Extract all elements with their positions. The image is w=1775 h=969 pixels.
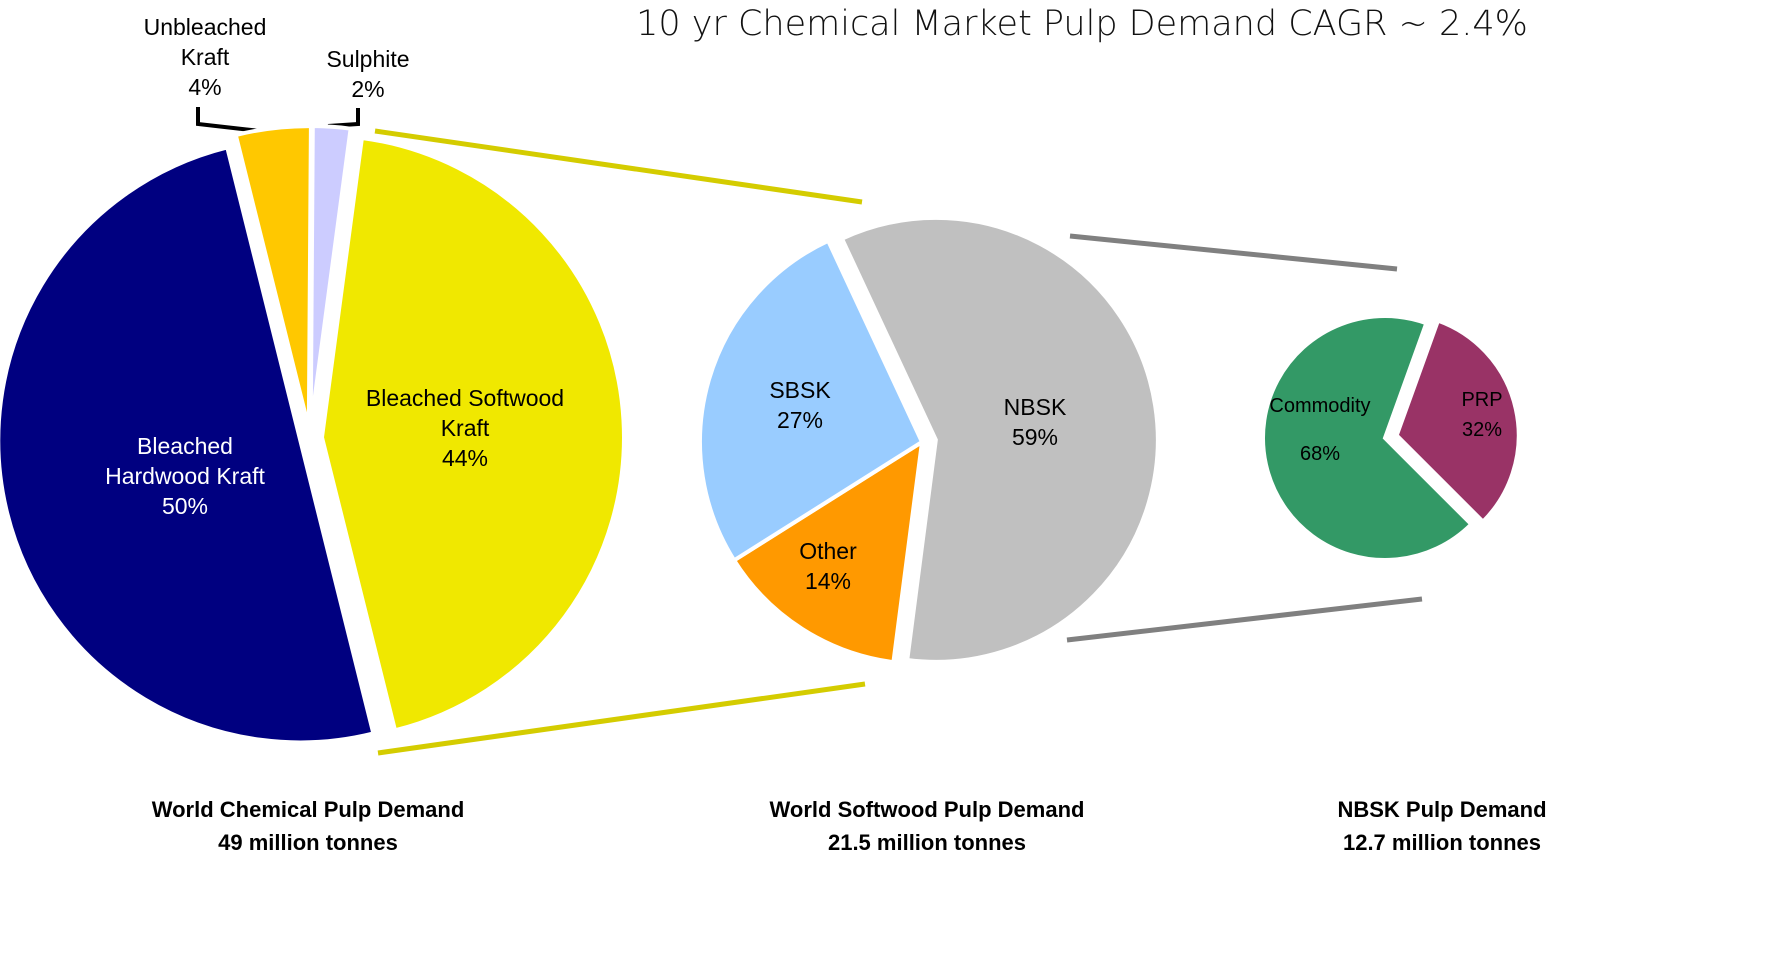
connectors bbox=[374, 128, 1423, 756]
slice-label: Other 14% bbox=[768, 536, 888, 596]
chart-caption: NBSK Pulp Demand 12.7 million tonnes bbox=[1337, 793, 1546, 859]
caption-title: NBSK Pulp Demand bbox=[1337, 797, 1547, 822]
pie-slice bbox=[0, 144, 376, 745]
slice-value: 14% bbox=[804, 568, 852, 594]
pie-slice bbox=[698, 238, 925, 564]
slice-category: Unbleached Kraft bbox=[143, 14, 267, 70]
slice-value: 32% bbox=[1461, 419, 1503, 441]
slice-label: Unbleached Kraft 4% bbox=[135, 12, 275, 102]
connector-line bbox=[377, 681, 866, 756]
slice-value: 50% bbox=[161, 493, 209, 519]
caption-total: 21.5 million tonnes bbox=[827, 830, 1027, 855]
caption-total: 12.7 million tonnes bbox=[1342, 830, 1542, 855]
bracket bbox=[196, 107, 261, 133]
slice-value: 27% bbox=[776, 407, 824, 433]
slice-label: Sulphite 2% bbox=[313, 44, 423, 104]
chart-caption: World Chemical Pulp Demand 49 million ton… bbox=[152, 793, 465, 859]
connector-line bbox=[1066, 596, 1423, 643]
caption-title: World Softwood Pulp Demand bbox=[769, 797, 1085, 822]
slice-label: Bleached Hardwood Kraft 50% bbox=[95, 431, 275, 521]
slice-category: Other bbox=[799, 538, 857, 564]
slice-category: Bleached Softwood Kraft bbox=[365, 385, 565, 441]
slice-category: Bleached Hardwood Kraft bbox=[105, 433, 265, 489]
pie-slice bbox=[1394, 318, 1521, 525]
pie-slice bbox=[308, 124, 353, 429]
slice-value: 59% bbox=[1011, 424, 1059, 450]
chart-title: 10 yr Chemical Market Pulp Demand CAGR ~… bbox=[636, 4, 1528, 44]
slice-value: 4% bbox=[188, 74, 222, 100]
pie-slice bbox=[731, 438, 925, 665]
slice-value: 2% bbox=[351, 76, 385, 102]
pie-slice bbox=[319, 135, 626, 733]
pie-slice bbox=[1261, 314, 1475, 562]
caption-title: World Chemical Pulp Demand bbox=[151, 797, 465, 822]
connector-line bbox=[374, 128, 863, 205]
chart-caption: World Softwood Pulp Demand 21.5 million t… bbox=[770, 793, 1085, 859]
slice-category: PRP bbox=[1461, 389, 1503, 411]
slice-category: Commodity bbox=[1269, 395, 1371, 417]
connector-line bbox=[1069, 233, 1398, 272]
slice-label: PRP 32% bbox=[1442, 385, 1522, 445]
slice-category: Sulphite bbox=[326, 46, 410, 72]
slice-label: SBSK 27% bbox=[740, 375, 860, 435]
slice-label: NBSK 59% bbox=[975, 392, 1095, 452]
caption-total: 49 million tonnes bbox=[218, 830, 398, 855]
slice-category: NBSK bbox=[1003, 394, 1067, 420]
slice-label: Bleached Softwood Kraft 44% bbox=[365, 383, 565, 473]
slice-category: SBSK bbox=[769, 377, 831, 403]
slice-value: 68% bbox=[1299, 443, 1341, 465]
bracket bbox=[327, 108, 360, 128]
slice-label: Commodity 68% bbox=[1255, 391, 1385, 469]
pie-slice bbox=[839, 215, 1160, 664]
slice-value: 44% bbox=[441, 445, 489, 471]
